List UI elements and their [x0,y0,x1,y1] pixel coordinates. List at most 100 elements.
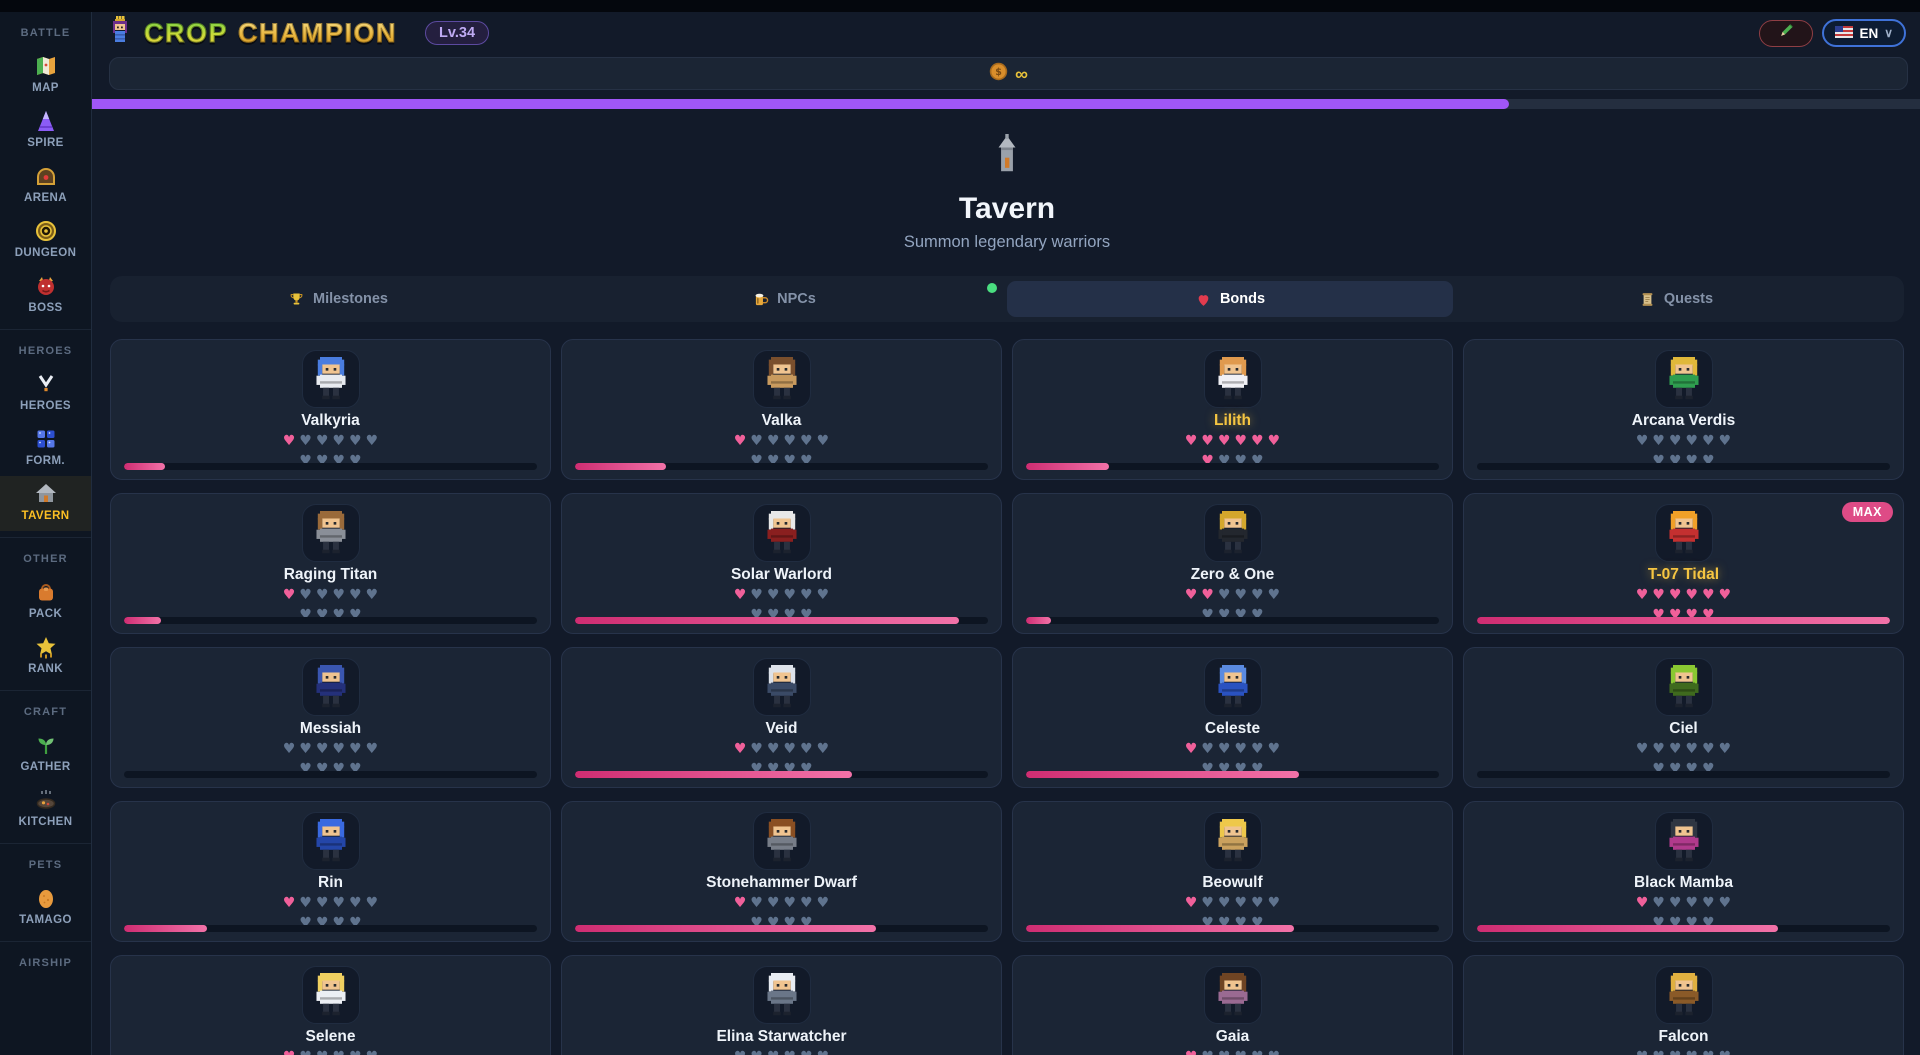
currency-amount: ∞ [1015,63,1028,84]
tab-npcs[interactable]: NPCs [561,281,1007,317]
heart-empty-icon: ♥ [366,1049,379,1055]
heart-filled-icon: ♥ [1184,433,1198,449]
bond-progress-fill [124,925,207,932]
edit-button[interactable] [1759,19,1814,47]
sidebar-item-gather[interactable]: GATHER [0,727,91,782]
heart-empty-icon: ♥ [766,587,780,603]
page-subtitle: Summon legendary warriors [903,233,1111,251]
heart-filled-icon: ♥ [1185,1049,1198,1055]
sidebar-item-label: BOSS [28,302,63,314]
heart-filled-icon: ♥ [1652,587,1665,603]
heart-empty-icon: ♥ [1218,1049,1231,1055]
sidebar-item-boss[interactable]: BOSS [0,268,91,323]
avatar [752,658,811,716]
bond-card-messiah[interactable]: Messiah ♥ ♥ ♥ ♥ ♥ ♥ ♥ ♥ ♥ ♥ [110,647,551,788]
character-name: Elina Starwatcher [716,1028,847,1045]
sidebar-item-map[interactable]: MAP [0,48,91,103]
bond-hearts-row: ♥♥♥♥♥♥ [562,740,1001,758]
tab-milestones[interactable]: Milestones [115,281,561,317]
bond-card-ciel[interactable]: Ciel ♥ ♥ ♥ ♥ ♥ ♥ ♥ ♥ ♥ ♥ [1463,647,1904,788]
bond-card-gaia[interactable]: Gaia♥♥♥♥♥♥♥♥♥♥ [1012,955,1453,1055]
bond-progress-track [575,463,988,470]
tab-bonds[interactable]: Bonds [1007,281,1453,317]
heart-empty-icon: ♥ [365,587,379,603]
bond-hearts-row: ♥♥♥♥♥♥ [1013,586,1452,604]
heart-empty-icon: ♥ [1685,741,1699,757]
sidebar-item-rank[interactable]: RANK [0,629,91,684]
heart-empty-icon: ♥ [1636,1049,1649,1055]
bond-hearts-row: ♥♥♥♥♥♥ [111,740,550,758]
heart-empty-icon: ♥ [750,587,763,603]
bond-card-elina-starwatcher[interactable]: Elina Starwatcher♥♥♥♥♥♥♥♥♥♥ [561,955,1002,1055]
bond-progress-fill [1026,463,1109,470]
avatar [1654,658,1713,716]
sidebar-section-battle: BATTLE MAP SPIRE ARENA DUNGEON BOSS [0,12,91,329]
sidebar-item-kitchen[interactable]: KITCHEN [0,782,91,837]
character-name: Rin [318,874,343,891]
xp-progress-fill [92,99,1509,109]
heart-empty-icon: ♥ [1267,741,1281,757]
heart-empty-icon: ♥ [750,433,763,449]
sidebar-item-dungeon[interactable]: DUNGEON [0,213,91,268]
heart-empty-icon: ♥ [1718,895,1732,911]
bond-progress-fill [1477,925,1779,932]
bond-card-veid[interactable]: Veid ♥ ♥ ♥ ♥ ♥ ♥ ♥ ♥ ♥ ♥ [561,647,1002,788]
bond-card-beowulf[interactable]: Beowulf ♥ ♥ ♥ ♥ ♥ ♥ ♥ ♥ ♥ ♥ [1012,801,1453,942]
heart-empty-icon: ♥ [750,1049,763,1055]
bond-card-zero-one[interactable]: Zero & One ♥ ♥ ♥ ♥ ♥ ♥ ♥ ♥ ♥ ♥ [1012,493,1453,634]
tab-label: NPCs [777,291,816,307]
avatar [1654,812,1713,870]
heart-empty-icon: ♥ [766,741,780,757]
heart-empty-icon: ♥ [816,895,830,911]
bond-card-lilith[interactable]: Lilith ♥ ♥ ♥ ♥ ♥ ♥ ♥ ♥ ♥ ♥ [1012,339,1453,480]
bond-progress-fill [575,771,852,778]
bond-card-valkyria[interactable]: Valkyria ♥ ♥ ♥ ♥ ♥ ♥ ♥ ♥ ♥ ♥ [110,339,551,480]
bond-card-falcon[interactable]: Falcon♥♥♥♥♥♥♥♥♥♥ [1463,955,1904,1055]
sidebar-item-tavern[interactable]: TAVERN [0,476,91,531]
heart-empty-icon: ♥ [1635,433,1649,449]
tamago-egg-icon [34,886,58,910]
logo-word-crop: CROP [143,17,229,48]
tab-quests[interactable]: Quests [1453,281,1899,317]
heart-empty-icon: ♥ [1268,1049,1281,1055]
heart-filled-icon: ♥ [733,433,747,449]
heart-empty-icon: ♥ [1668,741,1682,757]
bond-card-raging-titan[interactable]: Raging Titan ♥ ♥ ♥ ♥ ♥ ♥ ♥ ♥ ♥ ♥ [110,493,551,634]
heart-empty-icon: ♥ [1702,1049,1715,1055]
bond-card-solar-warlord[interactable]: Solar Warlord ♥ ♥ ♥ ♥ ♥ ♥ ♥ ♥ ♥ ♥ [561,493,1002,634]
kitchen-pan-icon [34,788,58,812]
sidebar-item-heroes[interactable]: HEROES [0,366,91,421]
bond-card-rin[interactable]: Rin ♥ ♥ ♥ ♥ ♥ ♥ ♥ ♥ ♥ ♥ [110,801,551,942]
bond-card-selene[interactable]: Selene♥♥♥♥♥♥♥♥♥♥ [110,955,551,1055]
bond-progress-track [1026,617,1439,624]
bond-card-black-mamba[interactable]: Black Mamba ♥ ♥ ♥ ♥ ♥ ♥ ♥ ♥ ♥ ♥ [1463,801,1904,942]
character-name: Ciel [1669,720,1698,737]
character-name: Falcon [1658,1028,1709,1045]
heart-empty-icon: ♥ [816,433,830,449]
heart-empty-icon: ♥ [816,741,830,757]
sidebar-item-label: FORM. [25,455,66,467]
bond-progress-track [575,925,988,932]
avatar [1203,350,1262,408]
bond-card-valka[interactable]: Valka ♥ ♥ ♥ ♥ ♥ ♥ ♥ ♥ ♥ ♥ [561,339,1002,480]
heart-empty-icon: ♥ [333,1049,346,1055]
sidebar-item-pack[interactable]: PACK [0,574,91,629]
heart-filled-icon: ♥ [1184,587,1198,603]
bond-card-arcana-verdis[interactable]: Arcana Verdis ♥ ♥ ♥ ♥ ♥ ♥ ♥ ♥ ♥ ♥ [1463,339,1904,480]
bond-card-celeste[interactable]: Celeste ♥ ♥ ♥ ♥ ♥ ♥ ♥ ♥ ♥ ♥ [1012,647,1453,788]
sidebar-item-tamago[interactable]: TAMAGO [0,880,91,935]
language-selector[interactable]: EN ∨ [1822,19,1906,47]
sidebar-section-airship: AIRSHIP [0,941,91,984]
sidebar-section-label: PETS [28,859,63,871]
sidebar-item-form[interactable]: FORM. [0,421,91,476]
sidebar-item-arena[interactable]: ARENA [0,158,91,213]
xp-progress-track [92,99,1920,109]
bond-card-stonehammer-dwarf[interactable]: Stonehammer Dwarf ♥ ♥ ♥ ♥ ♥ ♥ ♥ ♥ ♥ ♥ [561,801,1002,942]
heart-empty-icon: ♥ [750,741,763,757]
heart-empty-icon: ♥ [1652,741,1665,757]
heart-empty-icon: ♥ [1267,587,1281,603]
sidebar-item-spire[interactable]: SPIRE [0,103,91,158]
bond-card-t-07-tidal[interactable]: MAX T-07 Tidal ♥ ♥ ♥ ♥ ♥ ♥ ♥ ♥ ♥ ♥ [1463,493,1904,634]
bond-progress-fill [124,617,162,624]
heart-filled-icon: ♥ [282,895,296,911]
